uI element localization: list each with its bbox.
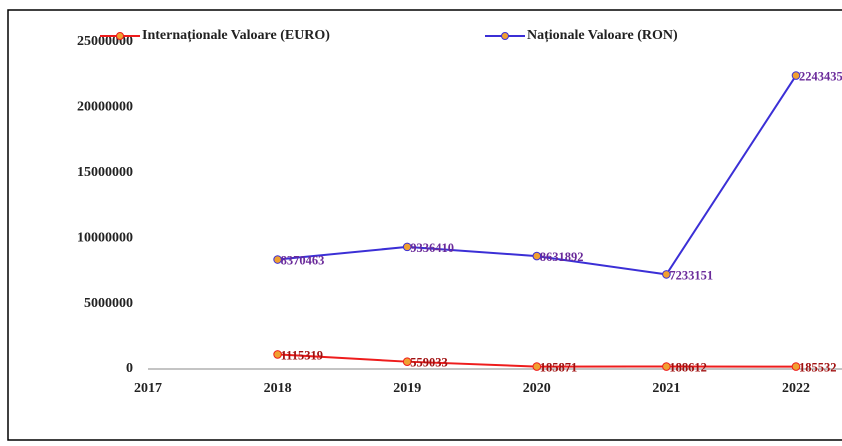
series-line <box>277 75 797 276</box>
legend-label: Naționale Valoare (RON) <box>527 28 678 43</box>
x-tick-label: 2018 <box>264 381 292 396</box>
y-tick-label: 0 <box>126 361 133 376</box>
data-label: 185871 <box>540 360 578 374</box>
data-label: 22434352 <box>799 69 842 83</box>
y-tick-label: 20000000 <box>77 100 133 115</box>
data-point <box>791 362 801 371</box>
data-label: 188612 <box>669 360 707 374</box>
legend-marker <box>116 32 124 40</box>
x-tick-label: 2020 <box>523 381 551 396</box>
y-tick-label: 5000000 <box>84 296 133 311</box>
data-point <box>662 362 671 371</box>
y-tick-label: 10000000 <box>77 230 133 245</box>
x-tick-label: 2022 <box>782 381 810 396</box>
data-label: 185532 <box>799 360 837 374</box>
data-label: 9336410 <box>410 241 454 255</box>
data-point <box>273 350 282 359</box>
data-point <box>662 270 671 279</box>
data-label: 8370463 <box>281 253 325 267</box>
data-label: 7233151 <box>669 268 713 282</box>
data-point <box>402 242 412 252</box>
data-point <box>402 357 412 366</box>
legend-label: Internaționale Valoare (EURO) <box>142 28 330 43</box>
data-point <box>532 251 542 261</box>
x-tick-label: 2017 <box>134 381 162 396</box>
data-label: 559033 <box>410 356 448 370</box>
data-point <box>273 255 282 264</box>
data-label: 1115319 <box>281 348 323 362</box>
data-point <box>532 362 542 371</box>
x-tick-label: 2021 <box>652 381 680 396</box>
legend-marker <box>501 32 509 40</box>
data-label: 8631892 <box>540 250 584 264</box>
data-point <box>791 71 801 80</box>
y-tick-label: 15000000 <box>77 165 133 180</box>
frame <box>7 9 842 441</box>
x-tick-label: 2019 <box>393 381 421 396</box>
